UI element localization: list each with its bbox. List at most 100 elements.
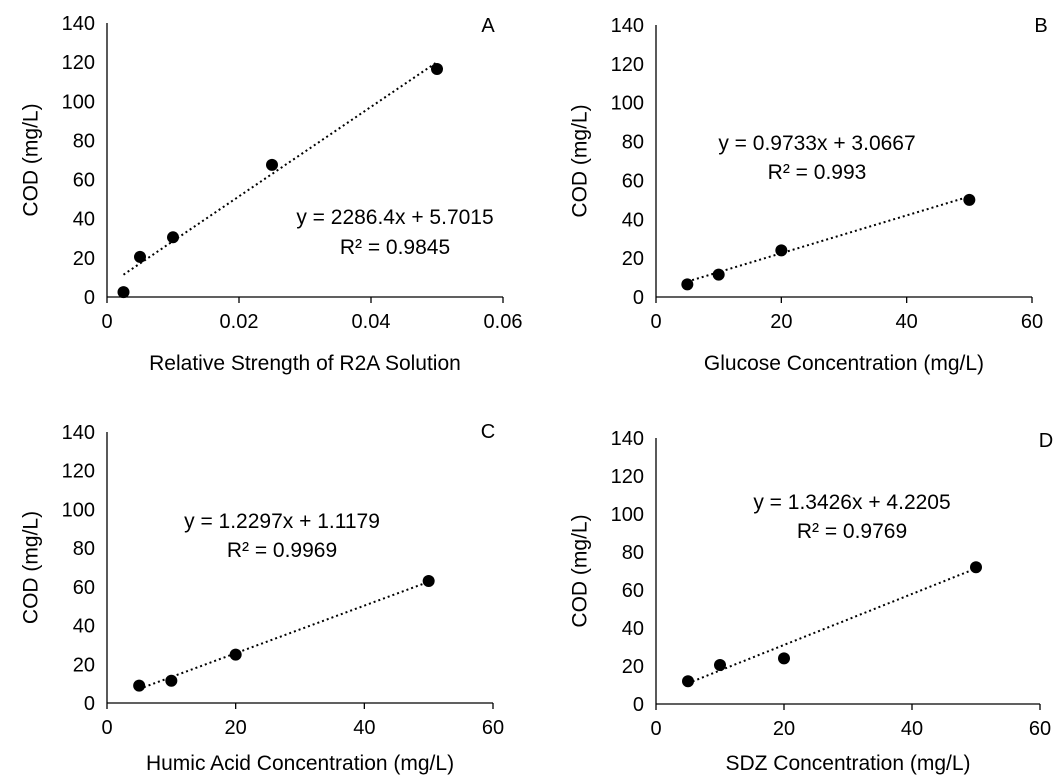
y-tick-labels: 0 20 40 60 80 100 120 140 [611, 428, 644, 716]
x-axis-label: Relative Strength of R2A Solution [149, 352, 461, 375]
trendline-equation: y = 2286.4x + 5.7015 [296, 206, 493, 229]
y-tick-label: 100 [611, 93, 644, 115]
x-tick-label: 40 [901, 718, 923, 740]
y-axis-label: COD (mg/L) [20, 103, 43, 216]
y-tick-label: 40 [622, 618, 644, 640]
x-tick-marks [655, 704, 1041, 710]
data-point [133, 679, 146, 692]
x-tick-label: 60 [1029, 718, 1051, 740]
y-tick-label: 20 [73, 248, 95, 270]
x-tick-label: 20 [773, 718, 795, 740]
y-tick-labels: 0 20 40 60 80 100 120 140 [611, 15, 644, 309]
x-axis-label: SDZ Concentration (mg/L) [725, 752, 970, 775]
trendline-equation: y = 1.2297x + 1.1179 [184, 510, 380, 533]
y-tick-label: 0 [84, 287, 95, 309]
y-tick-label: 40 [622, 209, 644, 231]
x-tick-label: 60 [482, 717, 504, 739]
y-axis-label: COD (mg/L) [20, 511, 43, 624]
y-tick-label: 20 [622, 656, 644, 678]
data-points [682, 561, 982, 688]
chart-panel-c: 0 20 40 60 80 100 120 140 0 20 40 60 Humic Acid Co… [20, 421, 505, 775]
data-point [117, 286, 130, 299]
data-point [775, 244, 788, 257]
y-tick-label: 100 [62, 91, 95, 113]
x-tick-marks [106, 297, 504, 303]
trendline [138, 580, 430, 690]
trendline-equation: y = 1.3426x + 4.2205 [753, 491, 950, 514]
chart-panel-d: 0 20 40 60 80 100 120 140 0 20 40 60 SDZ Concentra… [569, 428, 1054, 775]
y-tick-label: 60 [73, 170, 95, 192]
panel-label: D [1039, 430, 1053, 452]
x-tick-labels: 0 0.02 0.04 0.06 [101, 311, 522, 333]
y-tick-labels: 0 20 40 60 80 100 120 140 [62, 13, 95, 309]
y-tick-label: 140 [611, 15, 644, 37]
y-tick-label: 60 [622, 170, 644, 192]
y-tick-label: 140 [62, 13, 95, 35]
data-points [681, 193, 976, 291]
r-squared-label: R² = 0.993 [768, 161, 867, 184]
x-tick-labels: 0 20 40 60 [101, 717, 504, 739]
data-point [229, 648, 242, 661]
data-point [167, 231, 179, 244]
y-axis-label: COD (mg/L) [569, 514, 592, 627]
y-tick-label: 120 [62, 461, 95, 483]
data-point [266, 158, 278, 171]
data-point [714, 659, 726, 672]
y-tick-label: 140 [62, 422, 95, 444]
x-tick-label: 0 [101, 311, 112, 333]
x-tick-label: 40 [353, 717, 375, 739]
y-tick-label: 120 [62, 52, 95, 74]
data-point [778, 652, 790, 665]
data-point [165, 674, 178, 687]
x-tick-label: 0.02 [220, 311, 259, 333]
chart-panel-b: 0 20 40 60 80 100 120 140 0 20 40 60 Glucose Conce… [569, 15, 1048, 375]
y-tick-label: 0 [633, 287, 644, 309]
x-tick-label: 20 [770, 311, 792, 333]
x-tick-label: 0.04 [352, 311, 391, 333]
data-point [963, 193, 976, 206]
x-axis-label: Humic Acid Concentration (mg/L) [146, 752, 454, 775]
trendline [122, 61, 438, 276]
y-tick-label: 20 [622, 248, 644, 270]
trendline [687, 195, 970, 283]
r-squared-label: R² = 0.9769 [797, 520, 907, 543]
y-tick-label: 80 [622, 132, 644, 154]
data-point [422, 575, 435, 588]
data-point [681, 278, 694, 291]
y-tick-label: 40 [73, 616, 95, 638]
data-point [712, 268, 725, 281]
y-tick-label: 60 [73, 577, 95, 599]
data-point [431, 62, 443, 75]
x-tick-labels: 0 20 40 60 [650, 311, 1043, 333]
y-tick-label: 60 [622, 580, 644, 602]
y-tick-label: 140 [611, 428, 644, 450]
y-tick-label: 80 [73, 538, 95, 560]
data-points [117, 62, 443, 299]
y-tick-label: 80 [73, 130, 95, 152]
panel-label: C [481, 421, 495, 443]
y-tick-label: 40 [73, 209, 95, 231]
y-tick-label: 0 [633, 694, 644, 716]
y-axis-label: COD (mg/L) [569, 104, 592, 217]
panel-label: B [1034, 15, 1047, 37]
x-tick-labels: 0 20 40 60 [650, 718, 1051, 740]
trendline-equation: y = 0.9733x + 3.0667 [718, 132, 915, 155]
y-tick-label: 120 [611, 54, 644, 76]
r-squared-label: R² = 0.9969 [227, 539, 337, 562]
y-tick-label: 80 [622, 542, 644, 564]
y-tick-label: 0 [84, 693, 95, 715]
x-tick-label: 0 [650, 311, 661, 333]
data-point [682, 675, 694, 688]
x-axis-label: Glucose Concentration (mg/L) [704, 352, 984, 375]
y-tick-label: 100 [62, 499, 95, 521]
y-tick-label: 120 [611, 466, 644, 488]
data-points [133, 575, 435, 692]
x-tick-label: 0 [101, 717, 112, 739]
panel-label: A [481, 15, 495, 37]
data-point [970, 561, 982, 574]
x-tick-label: 0 [650, 718, 661, 740]
r-squared-label: R² = 0.9845 [340, 236, 450, 259]
x-tick-marks [655, 297, 1033, 303]
y-tick-labels: 0 20 40 60 80 100 120 140 [62, 422, 95, 715]
